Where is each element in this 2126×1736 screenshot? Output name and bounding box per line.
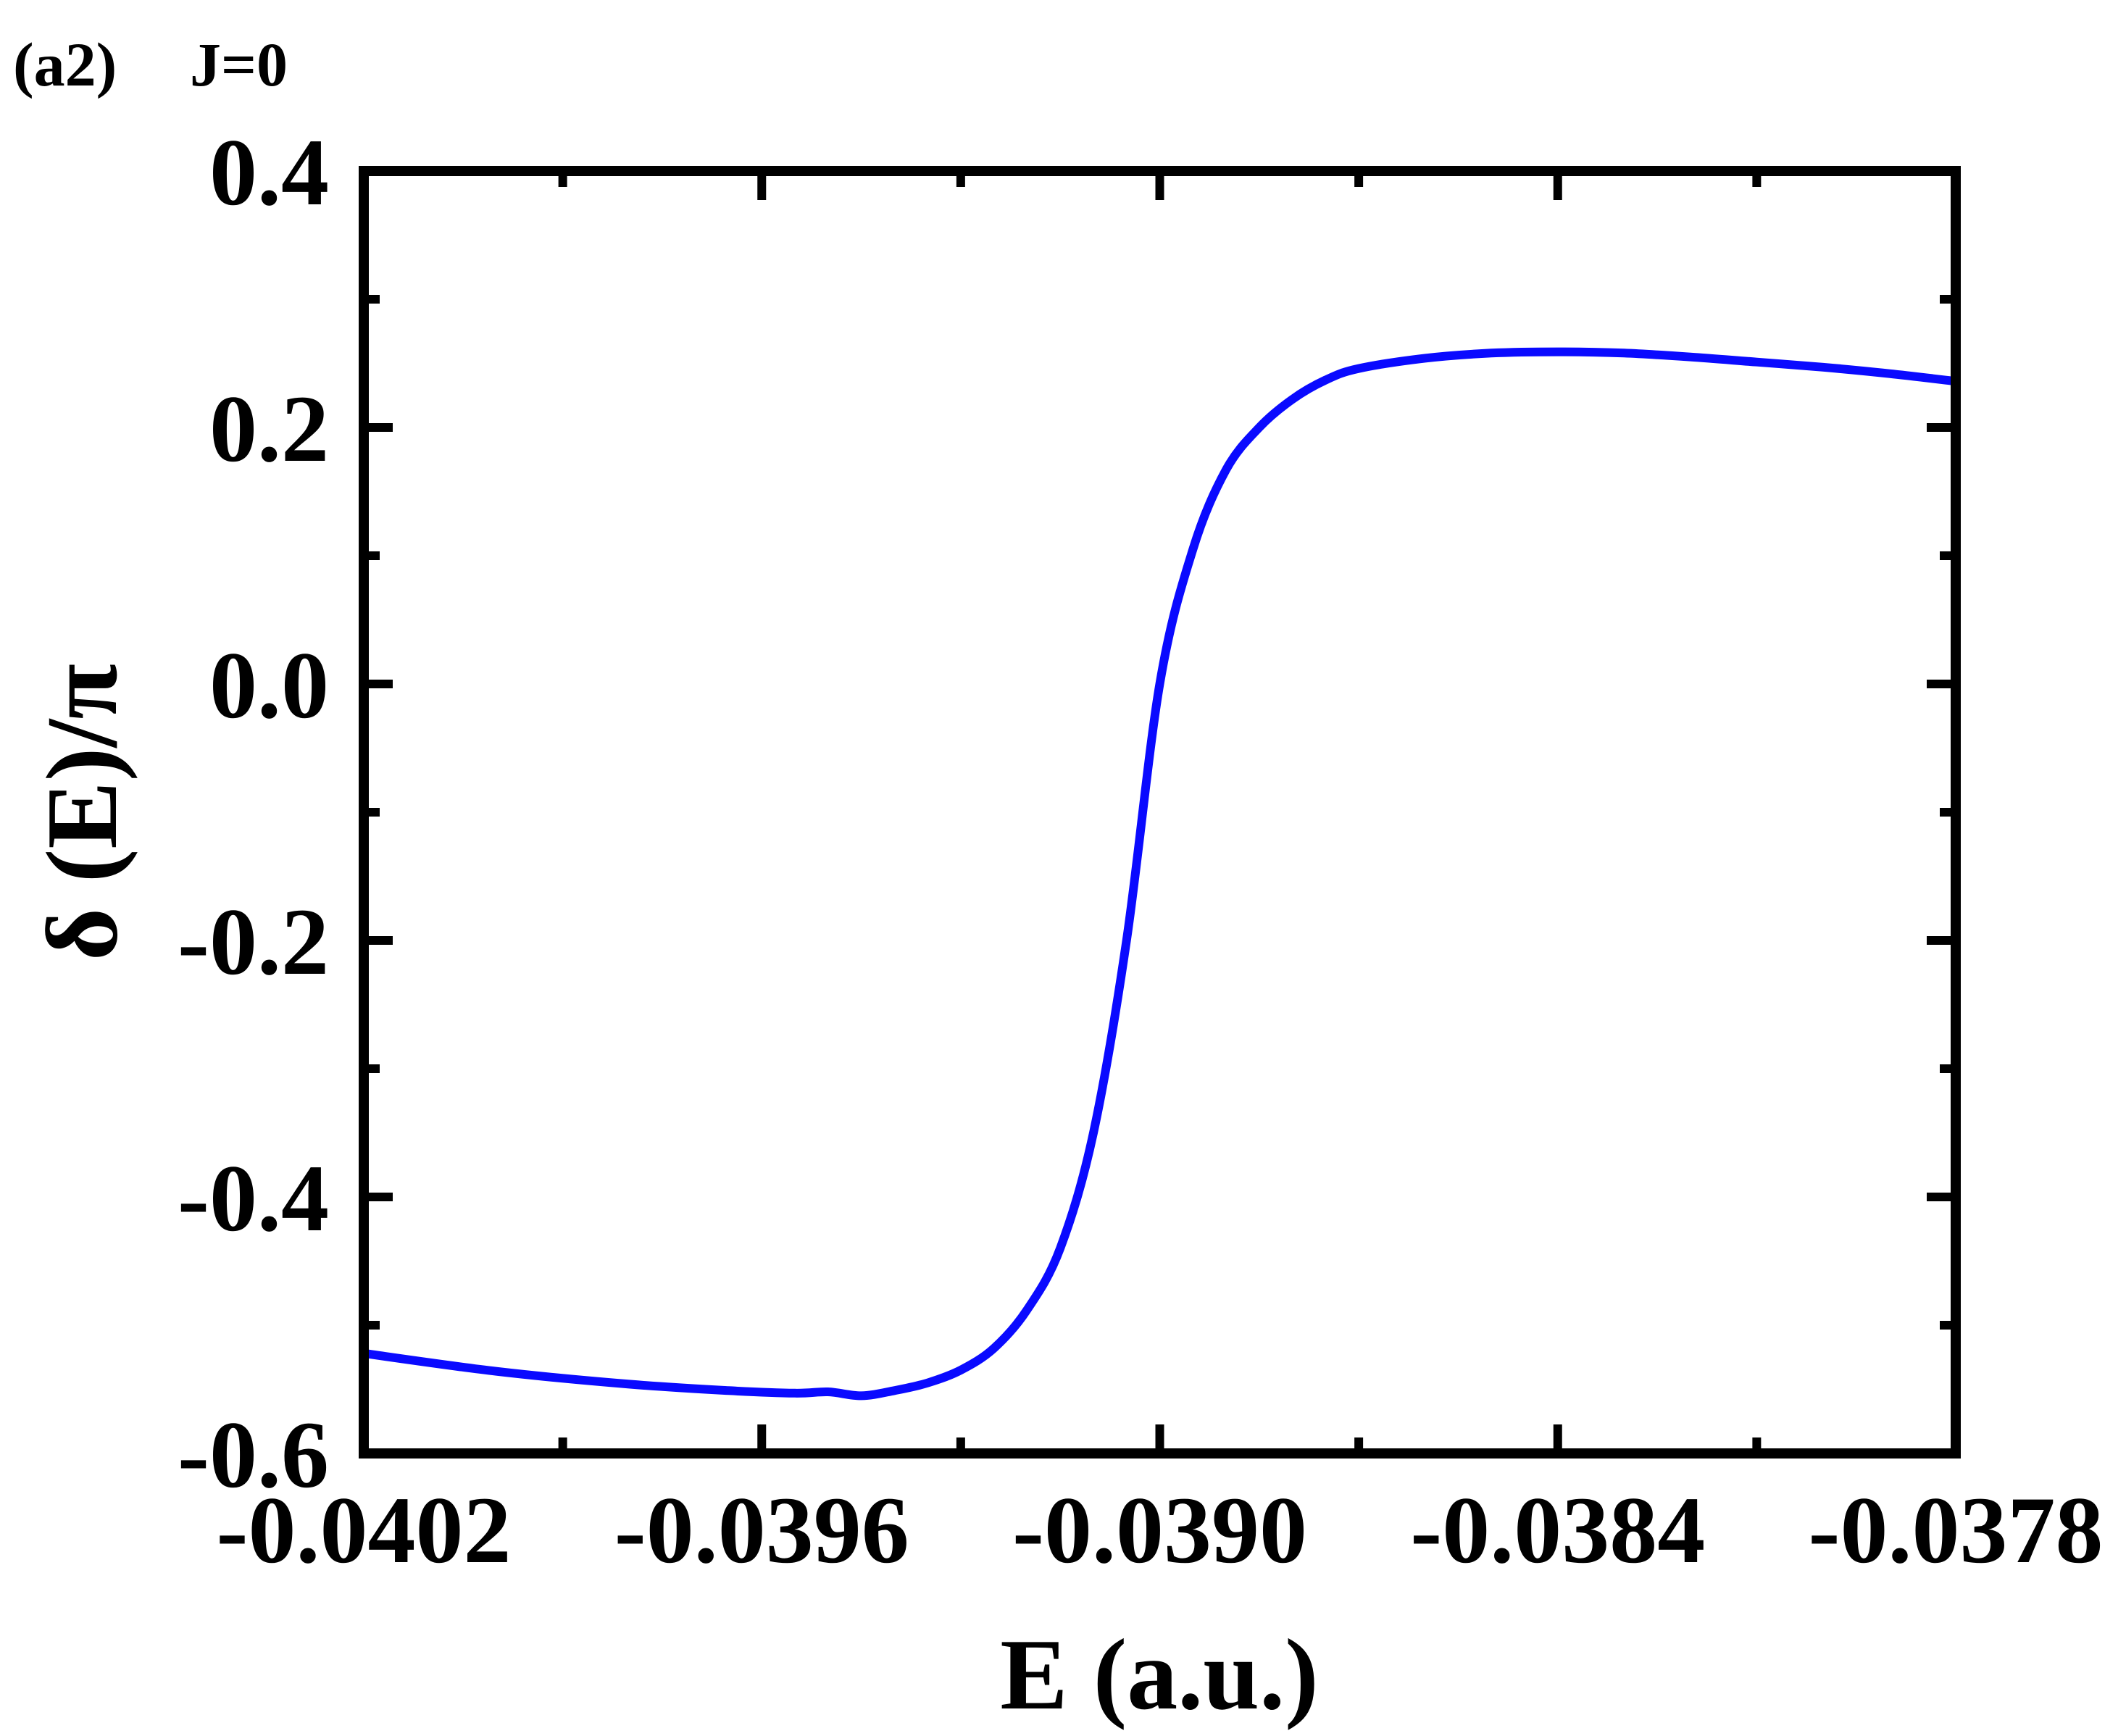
x-tick-label: -0.0384 [1410,1477,1705,1583]
axis-tick-labels: -0.0402 -0.0396 -0.0390 -0.0384 -0.0378 -0.6 -… [178,119,2103,1583]
x-tick-label: -0.0396 [614,1477,909,1583]
panel-label: (a2) [13,30,117,99]
plot-frame [359,166,1961,1459]
x-axis-title: E (a.u.) [1000,1619,1318,1731]
x-tick-label: -0.0378 [1809,1477,2104,1583]
y-tick-label: 0.2 [209,375,329,482]
panel-note: J=0 [190,30,288,99]
y-tick-label: -0.2 [178,888,329,995]
x-tick-label: -0.0390 [1012,1477,1307,1583]
y-axis-title: δ (E)/π [26,664,138,961]
y-tick-label: -0.6 [178,1401,329,1508]
y-tick-label: -0.4 [178,1145,329,1251]
axis-ticks [359,167,1960,1458]
series-line [359,347,1960,1401]
y-tick-label: 0.0 [209,632,329,738]
x-tick-label: -0.0402 [217,1477,512,1583]
y-tick-label: 0.4 [209,119,329,225]
